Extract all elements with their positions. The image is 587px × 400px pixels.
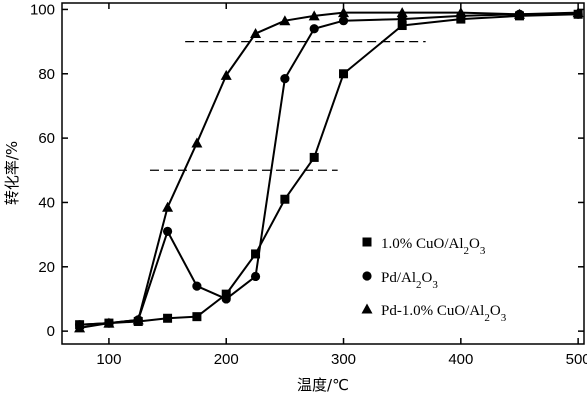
data-point [308, 10, 320, 21]
data-point [220, 69, 232, 80]
data-point [280, 73, 290, 84]
data-point [309, 24, 319, 34]
data-point [162, 201, 174, 212]
series-line [79, 11, 579, 329]
legend-entry: Pd-1.0% CuO/Al2O3 [381, 303, 507, 324]
x-tick-label: 500 [566, 351, 587, 368]
data-point [192, 312, 202, 322]
data-point [251, 249, 261, 259]
y-tick-label: 0 [47, 323, 55, 340]
data-point [191, 137, 203, 148]
y-tick-label: 80 [38, 66, 55, 83]
y-tick-label: 100 [30, 1, 55, 18]
legend-text-part: Pd-1.0% CuO/Al [381, 303, 484, 319]
legend-marker [362, 237, 372, 247]
data-point [455, 7, 467, 18]
legend-subscript: 2 [464, 245, 470, 257]
data-point [280, 194, 290, 204]
data-point [103, 317, 115, 328]
legend-text-part: O [490, 303, 501, 319]
data-point [132, 314, 144, 325]
data-point [221, 294, 231, 304]
legend-subscript: 3 [501, 312, 507, 324]
data-point [250, 271, 261, 282]
legend-subscript: 2 [416, 279, 422, 291]
legend-subscript: 3 [432, 279, 438, 291]
x-tick-label: 100 [96, 351, 121, 368]
data-point [74, 322, 86, 333]
legend-text-part: 1.0% CuO/Al [381, 236, 464, 252]
data-point [221, 289, 231, 299]
data-point [338, 16, 349, 26]
data-point [279, 15, 291, 26]
legend-text-part: O [422, 270, 433, 286]
y-axis-label: 转化率/% [3, 141, 21, 205]
y-tick-label: 20 [38, 259, 55, 276]
reference-lines [149, 40, 426, 171]
data-point [572, 7, 584, 18]
data-point [192, 281, 202, 291]
x-axis-label: 温度/℃ [297, 376, 349, 394]
y-tick-label: 40 [38, 194, 55, 211]
axis-ticks: 100 200 300 400 500 0 20 40 60 80 100 [30, 1, 587, 368]
series-triangle [74, 7, 584, 333]
data-point [397, 21, 407, 31]
legend-subscript: 2 [484, 312, 490, 324]
legend-text-part: Pd/Al [381, 270, 416, 286]
data-point [513, 8, 525, 19]
data-point [309, 152, 319, 162]
legend-marker [361, 303, 373, 314]
legend-marker [362, 271, 372, 281]
legend-subscript: 3 [480, 245, 486, 257]
x-tick-label: 400 [448, 351, 473, 368]
legend-entry: 1.0% CuO/Al2O3 [381, 236, 486, 257]
x-tick-label: 200 [214, 351, 239, 368]
legend-entry: Pd/Al2O3 [381, 270, 438, 291]
data-point [162, 226, 173, 237]
series-layer [74, 7, 584, 333]
y-tick-label: 60 [38, 130, 55, 147]
plot-frame [61, 2, 585, 345]
series-line [79, 13, 579, 326]
series-circle [74, 9, 583, 330]
data-point [163, 313, 173, 323]
data-point [396, 7, 408, 18]
series-line [79, 13, 579, 326]
legend-text-part: O [469, 236, 480, 252]
x-tick-label: 300 [331, 351, 356, 368]
data-point [250, 28, 262, 39]
data-point [339, 69, 349, 79]
data-point [338, 7, 350, 18]
